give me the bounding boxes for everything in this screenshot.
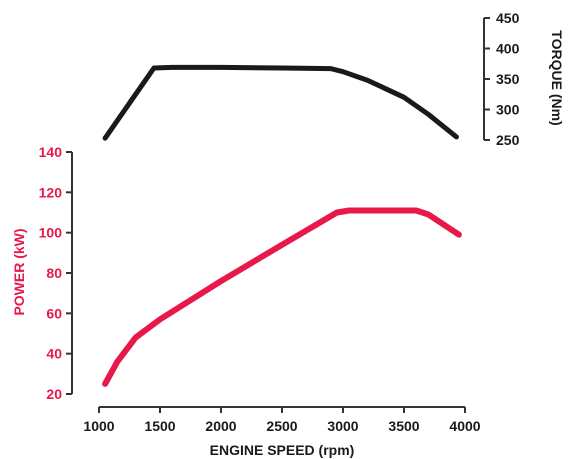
power-tick-label: 20 bbox=[46, 386, 62, 402]
torque-axis-title: TORQUE (Nm) bbox=[549, 30, 565, 125]
x-tick-label: 2500 bbox=[266, 418, 297, 434]
x-axis-title: ENGINE SPEED (rpm) bbox=[210, 442, 355, 458]
torque-line bbox=[102, 64, 459, 141]
power-line bbox=[102, 207, 462, 387]
x-axis: 1000 1500 2000 2500 3000 3500 4000 bbox=[83, 406, 481, 434]
x-tick-label: 1000 bbox=[83, 418, 114, 434]
power-tick-label: 120 bbox=[39, 184, 63, 200]
torque-tick-label: 450 bbox=[496, 10, 520, 26]
power-tick-label: 80 bbox=[46, 265, 62, 281]
x-tick-label: 1500 bbox=[144, 418, 175, 434]
x-tick-label: 2000 bbox=[205, 418, 236, 434]
torque-y-axis: 250 300 350 400 450 bbox=[483, 10, 520, 148]
power-tick-label: 140 bbox=[39, 144, 63, 160]
torque-tick-label: 350 bbox=[496, 71, 520, 87]
power-axis-title: POWER (kW) bbox=[11, 228, 27, 315]
torque-tick-label: 300 bbox=[496, 102, 520, 118]
power-tick-label: 100 bbox=[39, 225, 63, 241]
torque-tick-label: 250 bbox=[496, 132, 520, 148]
x-tick-label: 3000 bbox=[327, 418, 358, 434]
torque-tick-label: 400 bbox=[496, 41, 520, 57]
x-tick-label: 4000 bbox=[449, 418, 480, 434]
series-lines bbox=[102, 64, 462, 387]
power-tick-label: 40 bbox=[46, 346, 62, 362]
x-tick-label: 3500 bbox=[388, 418, 419, 434]
power-tick-label: 60 bbox=[46, 305, 62, 321]
power-y-axis: 20 40 60 80 100 120 140 bbox=[39, 144, 73, 402]
